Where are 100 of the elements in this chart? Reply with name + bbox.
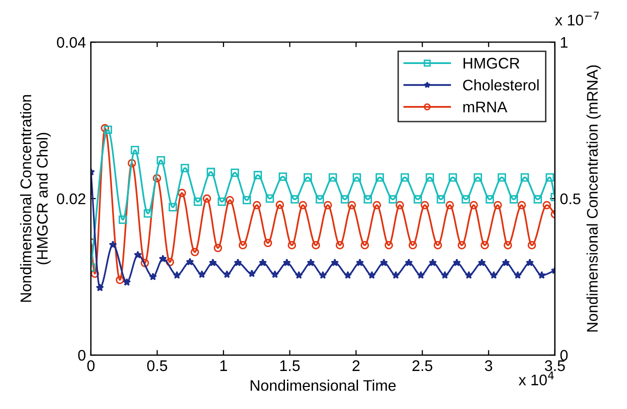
point (498, 173, 506, 182)
point (278, 172, 288, 181)
point (166, 258, 174, 266)
point (130, 146, 140, 154)
point (180, 164, 190, 172)
point (96, 284, 104, 292)
point (288, 241, 296, 250)
point (270, 270, 279, 278)
point (440, 271, 449, 279)
point (380, 258, 388, 266)
point (504, 241, 512, 250)
y-tick-label: 0 (78, 350, 86, 361)
point (304, 173, 312, 182)
point (458, 241, 466, 250)
point (156, 156, 166, 164)
point (90, 269, 100, 278)
point (528, 241, 536, 250)
point (128, 159, 136, 168)
point (462, 195, 470, 204)
y2-axis-title: Nondimensional Concentration (mRNA) (586, 65, 601, 332)
point (186, 258, 194, 266)
y2-tick-label: 1 (560, 37, 568, 48)
point (502, 258, 510, 266)
point (376, 173, 384, 182)
point (490, 271, 498, 279)
point (368, 271, 376, 279)
point (360, 241, 369, 250)
point (108, 240, 117, 248)
x-tick-label: 1.5 (280, 360, 300, 372)
point (534, 195, 542, 204)
point (478, 258, 486, 266)
point (420, 200, 430, 210)
point (158, 254, 167, 262)
point (194, 198, 202, 206)
point (248, 269, 256, 278)
y-tick-label: 0.04 (56, 36, 86, 48)
legend-label: Cholesterol (463, 79, 539, 91)
point (118, 216, 128, 224)
point (510, 195, 518, 204)
point (474, 173, 482, 182)
point (298, 200, 308, 210)
point (306, 258, 315, 266)
point (340, 195, 350, 204)
point (218, 198, 226, 206)
point (400, 173, 409, 182)
x-tick-label: 1 (220, 360, 227, 371)
point (426, 173, 434, 182)
point (518, 200, 526, 210)
text: x 10$^{4}$ (518, 372, 554, 386)
point (168, 203, 178, 212)
point (252, 200, 262, 210)
point (242, 196, 251, 204)
point (134, 250, 142, 258)
point (144, 209, 152, 218)
point (352, 173, 362, 182)
point (372, 200, 382, 210)
point (436, 195, 446, 204)
point (434, 241, 442, 250)
point (152, 174, 162, 182)
point (206, 168, 216, 176)
point (396, 200, 404, 210)
point (364, 195, 372, 204)
point (336, 241, 344, 250)
point (122, 278, 131, 286)
point (348, 200, 356, 210)
x-tick-label: 0 (87, 360, 95, 372)
point (356, 258, 364, 266)
point (514, 271, 522, 279)
point (542, 200, 551, 210)
point (328, 173, 338, 182)
point (100, 124, 110, 132)
text: x 10$^{−7}$ (555, 12, 599, 26)
point (312, 241, 320, 250)
y2-tick-label: 0 (560, 350, 568, 361)
point (238, 241, 247, 250)
point (404, 258, 413, 266)
point (480, 241, 489, 250)
point (388, 195, 398, 204)
point (282, 258, 291, 266)
y2-tick-label: 0.5 (560, 193, 580, 204)
point (294, 271, 303, 279)
x-tick-label: 2.5 (412, 360, 432, 372)
point (198, 270, 206, 278)
point (330, 258, 339, 266)
x-tick-label: 0.5 (147, 360, 168, 372)
point (470, 200, 478, 210)
point (520, 173, 529, 182)
x-tick-label: 3 (484, 360, 492, 372)
point (464, 271, 473, 279)
point (116, 276, 124, 284)
point (148, 272, 157, 280)
legend-label: HMGCR (464, 58, 520, 69)
point (546, 173, 554, 182)
point (208, 258, 217, 266)
point (538, 271, 546, 279)
point (264, 238, 272, 248)
point (526, 258, 534, 266)
point (202, 194, 212, 203)
point (140, 258, 150, 268)
point (452, 258, 461, 266)
